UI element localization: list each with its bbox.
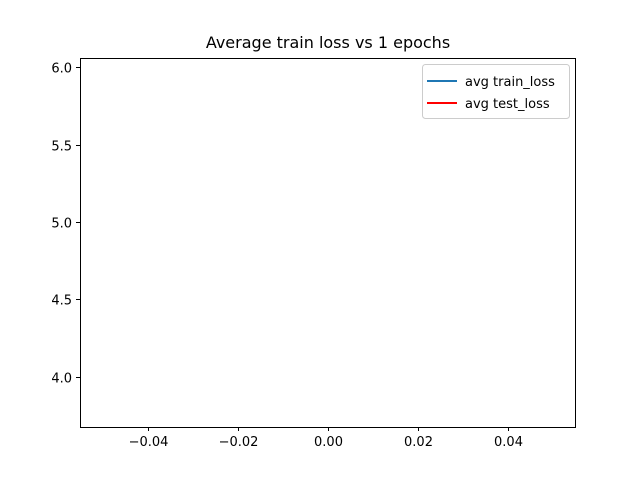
chart-title: Average train loss vs 1 epochs [206, 33, 450, 52]
legend-box [422, 64, 570, 119]
x-tick-label: 0.04 [494, 435, 523, 450]
legend-label: avg test_loss [465, 97, 550, 112]
x-tick-label: −0.04 [129, 435, 169, 450]
x-axis: −0.04 −0.02 0.00 0.02 0.04 [129, 427, 523, 450]
y-tick-label: 4.5 [51, 294, 72, 309]
x-tick-label: 0.00 [314, 435, 343, 450]
y-tick-label: 6.0 [51, 62, 72, 77]
y-tick-label: 4.0 [51, 372, 72, 387]
y-tick-label: 5.0 [51, 217, 72, 232]
x-tick-label: 0.02 [404, 435, 433, 450]
x-tick-label: −0.02 [219, 435, 259, 450]
y-tick-label: 5.5 [51, 140, 72, 155]
y-axis: 4.0 4.5 5.0 5.5 6.0 [51, 62, 80, 387]
legend-label: avg train_loss [465, 75, 555, 90]
